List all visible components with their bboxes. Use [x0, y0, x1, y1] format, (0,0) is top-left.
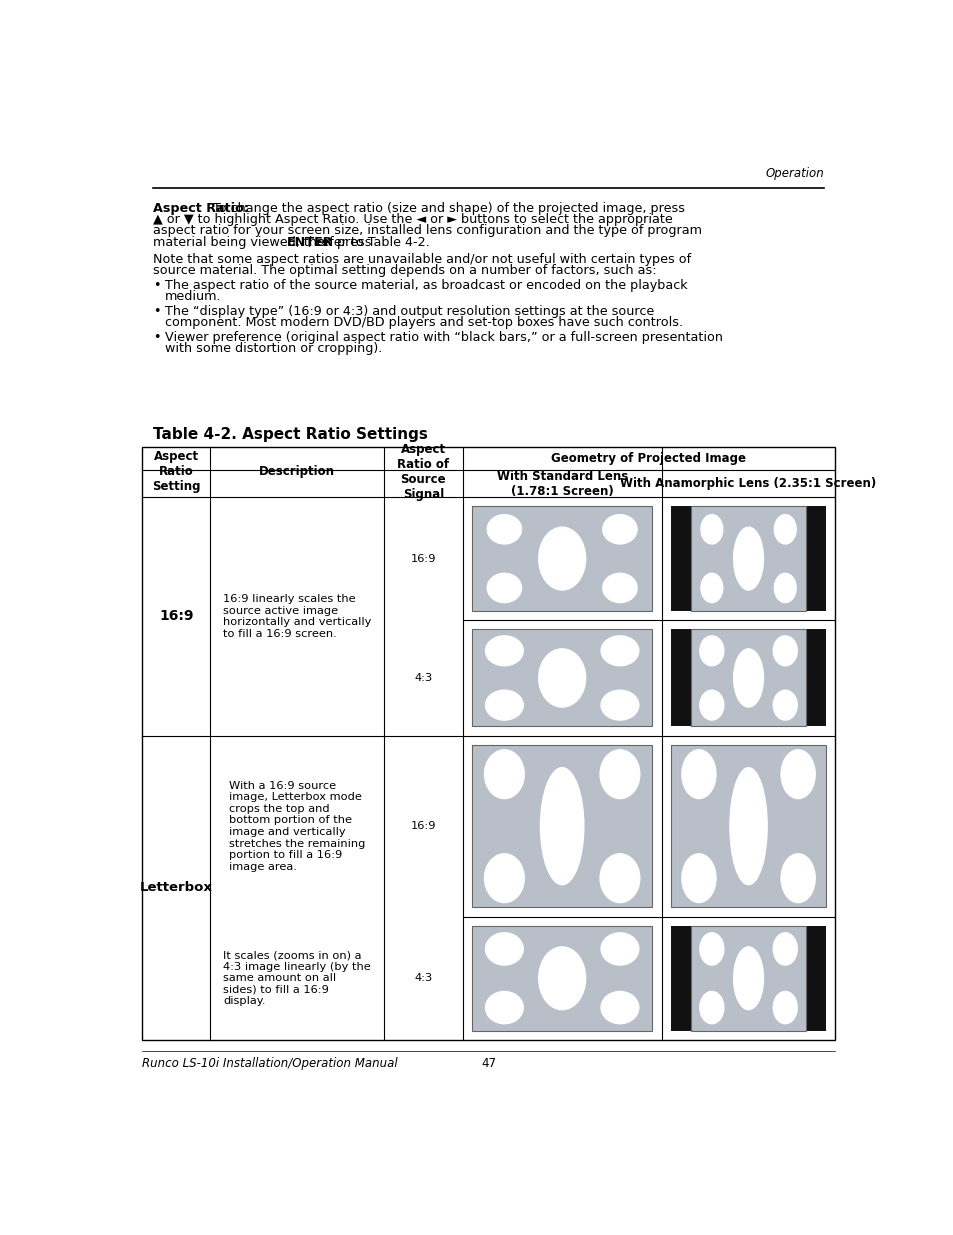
- Ellipse shape: [538, 947, 585, 1010]
- Text: With Standard Lens
(1.78:1 Screen): With Standard Lens (1.78:1 Screen): [496, 469, 627, 498]
- Text: 4:3: 4:3: [414, 973, 432, 983]
- Bar: [691, 630, 805, 726]
- Ellipse shape: [487, 573, 521, 603]
- Ellipse shape: [599, 853, 639, 903]
- Ellipse shape: [781, 853, 815, 903]
- Text: Geometry of Projected Image: Geometry of Projected Image: [551, 452, 745, 466]
- Ellipse shape: [700, 932, 723, 965]
- Text: Aspect
Ratio of
Source
Signal: Aspect Ratio of Source Signal: [397, 443, 449, 501]
- Ellipse shape: [600, 932, 639, 965]
- Text: •: •: [153, 305, 161, 317]
- Text: source material. The optimal setting depends on a number of factors, such as:: source material. The optimal setting dep…: [153, 264, 657, 277]
- Ellipse shape: [733, 648, 762, 708]
- Ellipse shape: [485, 636, 522, 666]
- Bar: [670, 745, 825, 908]
- Ellipse shape: [538, 527, 585, 590]
- Text: ▲ or ▼ to highlight Aspect Ratio. Use the ◄ or ► buttons to select the appropria: ▲ or ▼ to highlight Aspect Ratio. Use th…: [153, 214, 673, 226]
- Text: Table 4-2. Aspect Ratio Settings: Table 4-2. Aspect Ratio Settings: [153, 427, 428, 442]
- Text: It scales (zooms in on) a
4:3 image linearly (by the
same amount on all
sides) t: It scales (zooms in on) a 4:3 image line…: [223, 950, 371, 1007]
- Ellipse shape: [602, 573, 637, 603]
- Ellipse shape: [681, 853, 716, 903]
- Text: component. Most modern DVD/BD players and set-top boxes have such controls.: component. Most modern DVD/BD players an…: [165, 316, 682, 329]
- Text: Note that some aspect ratios are unavailable and/or not useful with certain type: Note that some aspect ratios are unavail…: [153, 252, 691, 266]
- Ellipse shape: [681, 750, 716, 799]
- Text: 47: 47: [481, 1057, 496, 1070]
- Ellipse shape: [733, 947, 762, 1010]
- Ellipse shape: [781, 750, 815, 799]
- Bar: [670, 745, 825, 908]
- Ellipse shape: [774, 573, 796, 603]
- Text: 16:9: 16:9: [410, 553, 436, 563]
- Bar: [472, 630, 652, 726]
- Ellipse shape: [773, 636, 797, 666]
- Bar: [472, 745, 652, 908]
- Ellipse shape: [485, 932, 522, 965]
- Ellipse shape: [538, 648, 585, 708]
- Text: To change the aspect ratio (size and shape) of the projected image, press: To change the aspect ratio (size and sha…: [209, 203, 684, 215]
- Text: material being viewed, then press: material being viewed, then press: [153, 236, 375, 248]
- Text: aspect ratio for your screen size, installed lens configuration and the type of : aspect ratio for your screen size, insta…: [153, 225, 701, 237]
- Text: With a 16:9 source
image, Letterbox mode
crops the top and
bottom portion of the: With a 16:9 source image, Letterbox mode…: [229, 781, 365, 872]
- Ellipse shape: [484, 853, 524, 903]
- Ellipse shape: [599, 750, 639, 799]
- Ellipse shape: [733, 527, 762, 590]
- Ellipse shape: [729, 768, 766, 884]
- Text: ; refer to Table 4-2.: ; refer to Table 4-2.: [308, 236, 429, 248]
- Bar: [472, 630, 652, 726]
- Ellipse shape: [773, 932, 797, 965]
- Bar: [691, 926, 805, 1031]
- Text: Viewer preference (original aspect ratio with “black bars,” or a full-screen pre: Viewer preference (original aspect ratio…: [165, 331, 722, 345]
- Text: With Anamorphic Lens (2.35:1 Screen): With Anamorphic Lens (2.35:1 Screen): [619, 477, 876, 490]
- Ellipse shape: [774, 515, 796, 543]
- Text: 16:9 linearly scales the
source active image
horizontally and vertically
to fill: 16:9 linearly scales the source active i…: [223, 594, 371, 638]
- Text: medium.: medium.: [165, 290, 221, 303]
- Ellipse shape: [485, 992, 522, 1024]
- Bar: [691, 506, 805, 611]
- Bar: [472, 506, 652, 611]
- Ellipse shape: [700, 992, 723, 1024]
- Text: ENTER: ENTER: [286, 236, 333, 248]
- Text: 16:9: 16:9: [410, 821, 436, 831]
- Text: 4:3: 4:3: [414, 673, 432, 683]
- Bar: [670, 926, 825, 1031]
- Ellipse shape: [600, 992, 639, 1024]
- Ellipse shape: [700, 636, 723, 666]
- Ellipse shape: [700, 515, 722, 543]
- Ellipse shape: [600, 636, 639, 666]
- Bar: [142, 447, 835, 1040]
- Ellipse shape: [485, 690, 522, 720]
- Ellipse shape: [700, 573, 722, 603]
- Text: Operation: Operation: [765, 168, 823, 180]
- Ellipse shape: [602, 515, 637, 543]
- Text: with some distortion or cropping).: with some distortion or cropping).: [165, 342, 382, 356]
- Ellipse shape: [484, 750, 524, 799]
- Ellipse shape: [487, 515, 521, 543]
- Ellipse shape: [700, 690, 723, 720]
- Text: Aspect
Ratio
Setting: Aspect Ratio Setting: [152, 451, 200, 494]
- Bar: [670, 506, 825, 611]
- Text: •: •: [153, 331, 161, 345]
- Text: 16:9: 16:9: [159, 609, 193, 624]
- Bar: [472, 745, 652, 908]
- Text: •: •: [153, 279, 161, 291]
- Ellipse shape: [773, 690, 797, 720]
- Text: Aspect Ratio:: Aspect Ratio:: [153, 203, 249, 215]
- Bar: [472, 926, 652, 1031]
- Text: The “display type” (16:9 or 4:3) and output resolution settings at the source: The “display type” (16:9 or 4:3) and out…: [165, 305, 654, 317]
- Text: Runco LS-10i Installation/Operation Manual: Runco LS-10i Installation/Operation Manu…: [142, 1057, 397, 1070]
- Bar: [472, 506, 652, 611]
- Bar: [670, 630, 825, 726]
- Ellipse shape: [600, 690, 639, 720]
- Text: Description: Description: [259, 466, 335, 478]
- Text: Letterbox: Letterbox: [140, 882, 213, 894]
- Ellipse shape: [773, 992, 797, 1024]
- Bar: [472, 926, 652, 1031]
- Text: The aspect ratio of the source material, as broadcast or encoded on the playback: The aspect ratio of the source material,…: [165, 279, 687, 291]
- Ellipse shape: [540, 768, 583, 884]
